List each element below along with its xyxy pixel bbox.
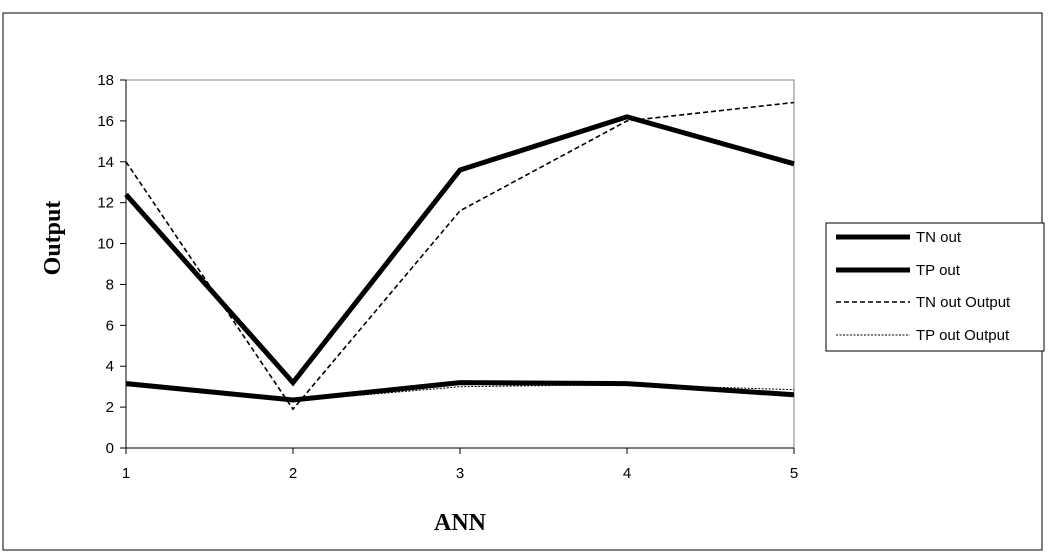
y-axis-title: Output [40,201,66,276]
y-tick-label: 10 [97,236,114,253]
y-axis: 0 2 4 6 8 10 12 14 16 18 [97,72,127,457]
x-axis: 1 2 3 4 5 [122,447,798,482]
y-tick-label: 8 [106,276,114,293]
y-tick-label: 2 [106,399,114,416]
y-tick-label: 0 [106,440,114,457]
x-axis-title: ANN [434,510,487,536]
x-tick-label: 4 [623,465,631,482]
legend-box [825,222,1045,352]
legend-label: TP out [916,262,961,279]
y-tick-label: 12 [97,195,114,212]
y-tick-label: 16 [97,113,114,130]
legend-label: TP out Output [916,327,1010,344]
legend-label: TN out Output [916,294,1011,311]
y-tick-label: 6 [106,317,114,334]
legend-label: TN out [916,229,962,246]
x-tick-label: 5 [790,465,798,482]
x-tick-label: 2 [289,465,297,482]
x-tick-label: 3 [456,465,464,482]
series-line-tp-out [125,380,795,403]
x-tick-label: 1 [122,465,130,482]
y-tick-label: 18 [97,72,114,89]
series-line-tn-out-output [125,101,795,411]
legend: TN out TP out TN out Output TP out Output [825,222,1045,352]
series-line-tn-out [124,114,795,387]
series-layer [124,101,795,411]
y-tick-label: 4 [106,358,114,375]
y-tick-label: 14 [97,154,114,171]
